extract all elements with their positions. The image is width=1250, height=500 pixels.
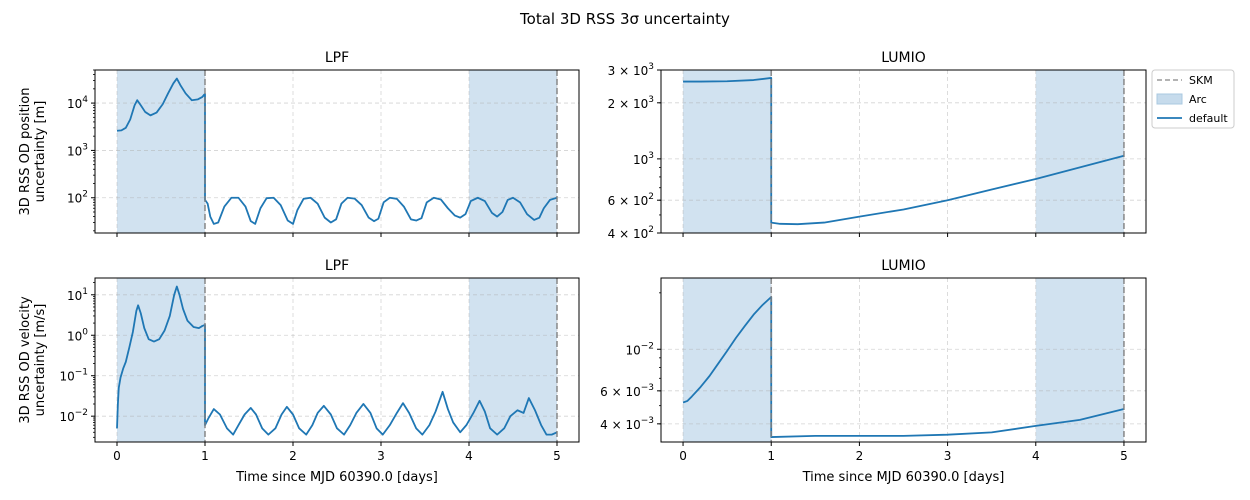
lpf_velocity-xtick-label-4: 4 <box>465 449 473 463</box>
lumio_position-title: LUMIO <box>881 50 926 66</box>
lumio_velocity-xtick-label-2: 2 <box>856 449 864 463</box>
lpf_velocity-xtick-label-3: 3 <box>377 449 385 463</box>
lpf_position-arc-1 <box>469 70 557 233</box>
lumio_position-axes-frame <box>660 69 1147 234</box>
lpf_position-ytick-label-2: 104 <box>67 95 88 111</box>
lpf_position-axes-frame <box>94 69 580 234</box>
lumio_velocity-xtick-label-3: 3 <box>944 449 952 463</box>
lpf_velocity-xtick-label-1: 1 <box>201 449 209 463</box>
lumio_velocity-xlabel: Time since MJD 60390.0 [days] <box>802 470 1005 485</box>
lumio_velocity-arc-1 <box>1035 278 1124 442</box>
lumio_position-ytick-label-1: 6 × 102 <box>608 192 654 208</box>
lpf_velocity-xtick-label-0: 0 <box>113 449 121 463</box>
legend-frame <box>1151 69 1235 129</box>
lpf_position-title: LPF <box>325 50 349 66</box>
legend: SKM Arc default <box>1151 69 1235 129</box>
lpf_velocity-xtick-label-5: 5 <box>553 449 561 463</box>
lpf_velocity-ylabel-line-0: 3D RSS OD velocity <box>18 296 33 424</box>
lumio_velocity-xtick-label-1: 1 <box>767 449 775 463</box>
lumio_position-arc-1 <box>1035 70 1124 233</box>
lpf_velocity-xtick-label-2: 2 <box>289 449 297 463</box>
lpf_position-ytick-label-0: 102 <box>67 190 88 206</box>
lumio_velocity-ytick-label-2: 10−2 <box>625 341 654 357</box>
lumio_velocity-ytick-label-0: 4 × 10−3 <box>600 416 654 432</box>
lpf_velocity-panel: LPF 0 1 2 3 4 5 10−2 10−1 100 101 Time since MJD 60… <box>18 258 580 485</box>
legend-label-default: default <box>1189 112 1228 125</box>
lumio_velocity-arc-0 <box>683 278 772 442</box>
lpf_position-series-default <box>116 77 558 225</box>
legend-swatch-arc <box>1156 93 1183 105</box>
lumio_position-series-default <box>683 77 1125 226</box>
lumio_velocity-series-default <box>682 296 1125 438</box>
lpf_velocity-ylabel-line-1: uncertainty [m/s] <box>33 304 48 417</box>
lpf_velocity-ytick-label-2: 100 <box>67 327 88 343</box>
lpf_velocity-ytick-label-0: 10−2 <box>59 408 88 424</box>
lpf_velocity-ytick-label-1: 10−1 <box>59 368 88 384</box>
lumio_velocity-ytick-label-1: 6 × 10−3 <box>600 383 654 399</box>
lpf_velocity-series-default <box>116 285 558 436</box>
lpf_position-arc-0 <box>117 70 205 233</box>
figure-suptitle: Total 3D RSS 3σ uncertainty <box>519 10 730 28</box>
lumio_velocity-panel: LUMIO 0 1 2 3 4 5 4 × 10−3 6 × 10−3 10−2 Time sinc… <box>600 258 1147 485</box>
lpf_position-panel: LPF 102 103 104 3D RSS OD positionuncertaint… <box>18 50 580 237</box>
lumio_velocity-xtick-label-4: 4 <box>1032 449 1040 463</box>
lpf_velocity-arc-0 <box>117 278 205 442</box>
lpf_position-ylabel-line-1: uncertainty [m] <box>33 101 48 203</box>
lpf_position-ylabel-line-0: 3D RSS OD position <box>18 88 33 216</box>
lumio_position-ytick-label-4: 3 × 103 <box>608 62 654 78</box>
lpf_velocity-axes-frame <box>94 277 580 443</box>
lumio_position-ytick-label-0: 4 × 102 <box>608 225 654 241</box>
lumio_position-panel: LUMIO 4 × 102 6 × 102 103 2 × 103 3 × 103 <box>608 50 1147 241</box>
lpf_velocity-ytick-label-3: 101 <box>67 287 88 303</box>
legend-label-skm: SKM <box>1189 74 1213 87</box>
legend-label-arc: Arc <box>1189 93 1207 106</box>
lpf_position-ylabel: 3D RSS OD positionuncertainty [m] <box>18 88 48 216</box>
lumio_position-ytick-label-2: 103 <box>633 151 654 167</box>
lumio_velocity-axes-frame <box>660 277 1147 443</box>
lumio_velocity-xtick-label-0: 0 <box>679 449 687 463</box>
lumio_velocity-xtick-label-5: 5 <box>1120 449 1128 463</box>
lpf_velocity-arc-1 <box>469 278 557 442</box>
lpf_velocity-ylabel: 3D RSS OD velocityuncertainty [m/s] <box>18 296 48 424</box>
lpf_velocity-xlabel: Time since MJD 60390.0 [days] <box>235 470 438 485</box>
lumio_velocity-title: LUMIO <box>881 258 926 274</box>
lumio_position-arc-0 <box>683 70 772 233</box>
lpf_velocity-title: LPF <box>325 258 349 274</box>
lpf_position-ytick-label-1: 103 <box>67 142 88 158</box>
lumio_position-ytick-label-3: 2 × 103 <box>608 95 654 111</box>
